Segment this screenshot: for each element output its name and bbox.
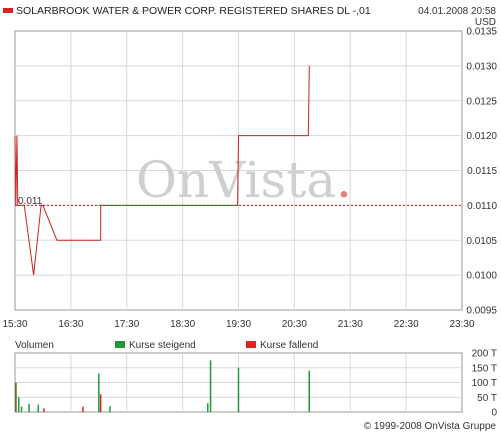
- volume-chart: 200 T 150 T 100 T 50 T 0: [14, 349, 498, 419]
- price-grid: [15, 31, 462, 310]
- price-y-tick-label: 0.0100: [466, 271, 497, 282]
- volume-y-axis: 200 T 150 T 100 T 50 T 0: [472, 349, 498, 419]
- price-y-tick-label: 0.0135: [466, 27, 497, 38]
- x-tick-label: 18:30: [170, 319, 195, 330]
- volume-bar: [209, 360, 212, 412]
- header-currency: USD: [475, 17, 496, 28]
- x-tick-label: 23:30: [449, 319, 474, 330]
- price-y-tick-label: 0.0110: [467, 201, 497, 212]
- volume-legend: Volumen Kurse steigend Kurse fallend: [15, 340, 318, 351]
- volume-bar: [37, 404, 40, 412]
- volume-bar: [308, 370, 311, 412]
- copyright-footer: © 1999-2008 OnVista Gruppe: [364, 421, 497, 432]
- volume-bar: [20, 406, 23, 412]
- price-series-line: [14, 65, 310, 276]
- volume-y-tick-label: 150 T: [472, 363, 497, 374]
- price-y-tick-label: 0.0105: [466, 236, 497, 247]
- price-y-tick-label: 0.0125: [466, 96, 497, 107]
- price-y-axis: 0.0135 0.0130 0.0125 0.0120 0.0115 0.0110 0.01…: [466, 27, 497, 317]
- x-tick-label: 15:30: [2, 319, 27, 330]
- watermark: OnVista.: [136, 151, 352, 209]
- volume-bar: [28, 403, 30, 412]
- volume-bar: [43, 408, 45, 412]
- volume-bar: [99, 394, 102, 412]
- time-x-axis: 15:30 16:30 17:30 18:30 19:30 20:30 21:30 22:30…: [2, 319, 474, 330]
- volume-bar: [237, 367, 240, 412]
- volume-bar: [82, 406, 84, 412]
- price-y-tick-label: 0.0095: [466, 306, 497, 317]
- price-chart: OnVista. 0.01350.01300.01250.01200.01150…: [2, 27, 497, 331]
- chart-title: SOLARBROOK WATER & POWER CORP. REGISTERE…: [16, 5, 371, 17]
- volume-y-tick-label: 200 T: [472, 349, 497, 360]
- price-y-tick-label: 0.0130: [466, 61, 497, 72]
- volume-bar: [207, 403, 209, 412]
- price-y-tick-label: 0.0120: [466, 131, 497, 142]
- header-datetime: 04.01.2008 20:58: [418, 6, 496, 17]
- x-tick-label: 16:30: [58, 319, 83, 330]
- x-tick-label: 22:30: [394, 319, 419, 330]
- x-tick-label: 19:30: [226, 319, 251, 330]
- legend-rising-label: Kurse steigend: [129, 340, 196, 351]
- legend-rising-swatch: [115, 341, 125, 348]
- volume-y-tick-label: 0: [491, 408, 497, 419]
- volume-bar: [15, 382, 17, 412]
- x-tick-label: 21:30: [338, 319, 363, 330]
- x-tick-label: 17:30: [114, 319, 139, 330]
- legend-falling-label: Kurse fallend: [260, 340, 318, 351]
- title-marker: [3, 8, 13, 13]
- x-tick-label: 20:30: [282, 319, 307, 330]
- volume-bar: [17, 397, 20, 412]
- volume-bar: [109, 406, 111, 412]
- volume-y-tick-label: 50 T: [477, 393, 497, 404]
- volume-bar: [98, 373, 100, 412]
- price-y-tick-label: 0.0115: [467, 166, 497, 177]
- reference-line-label: 0.011: [18, 196, 43, 207]
- volume-bars: [15, 360, 311, 412]
- volume-y-tick-label: 100 T: [472, 378, 497, 389]
- volume-label: Volumen: [15, 340, 54, 351]
- legend-falling-swatch: [246, 341, 256, 348]
